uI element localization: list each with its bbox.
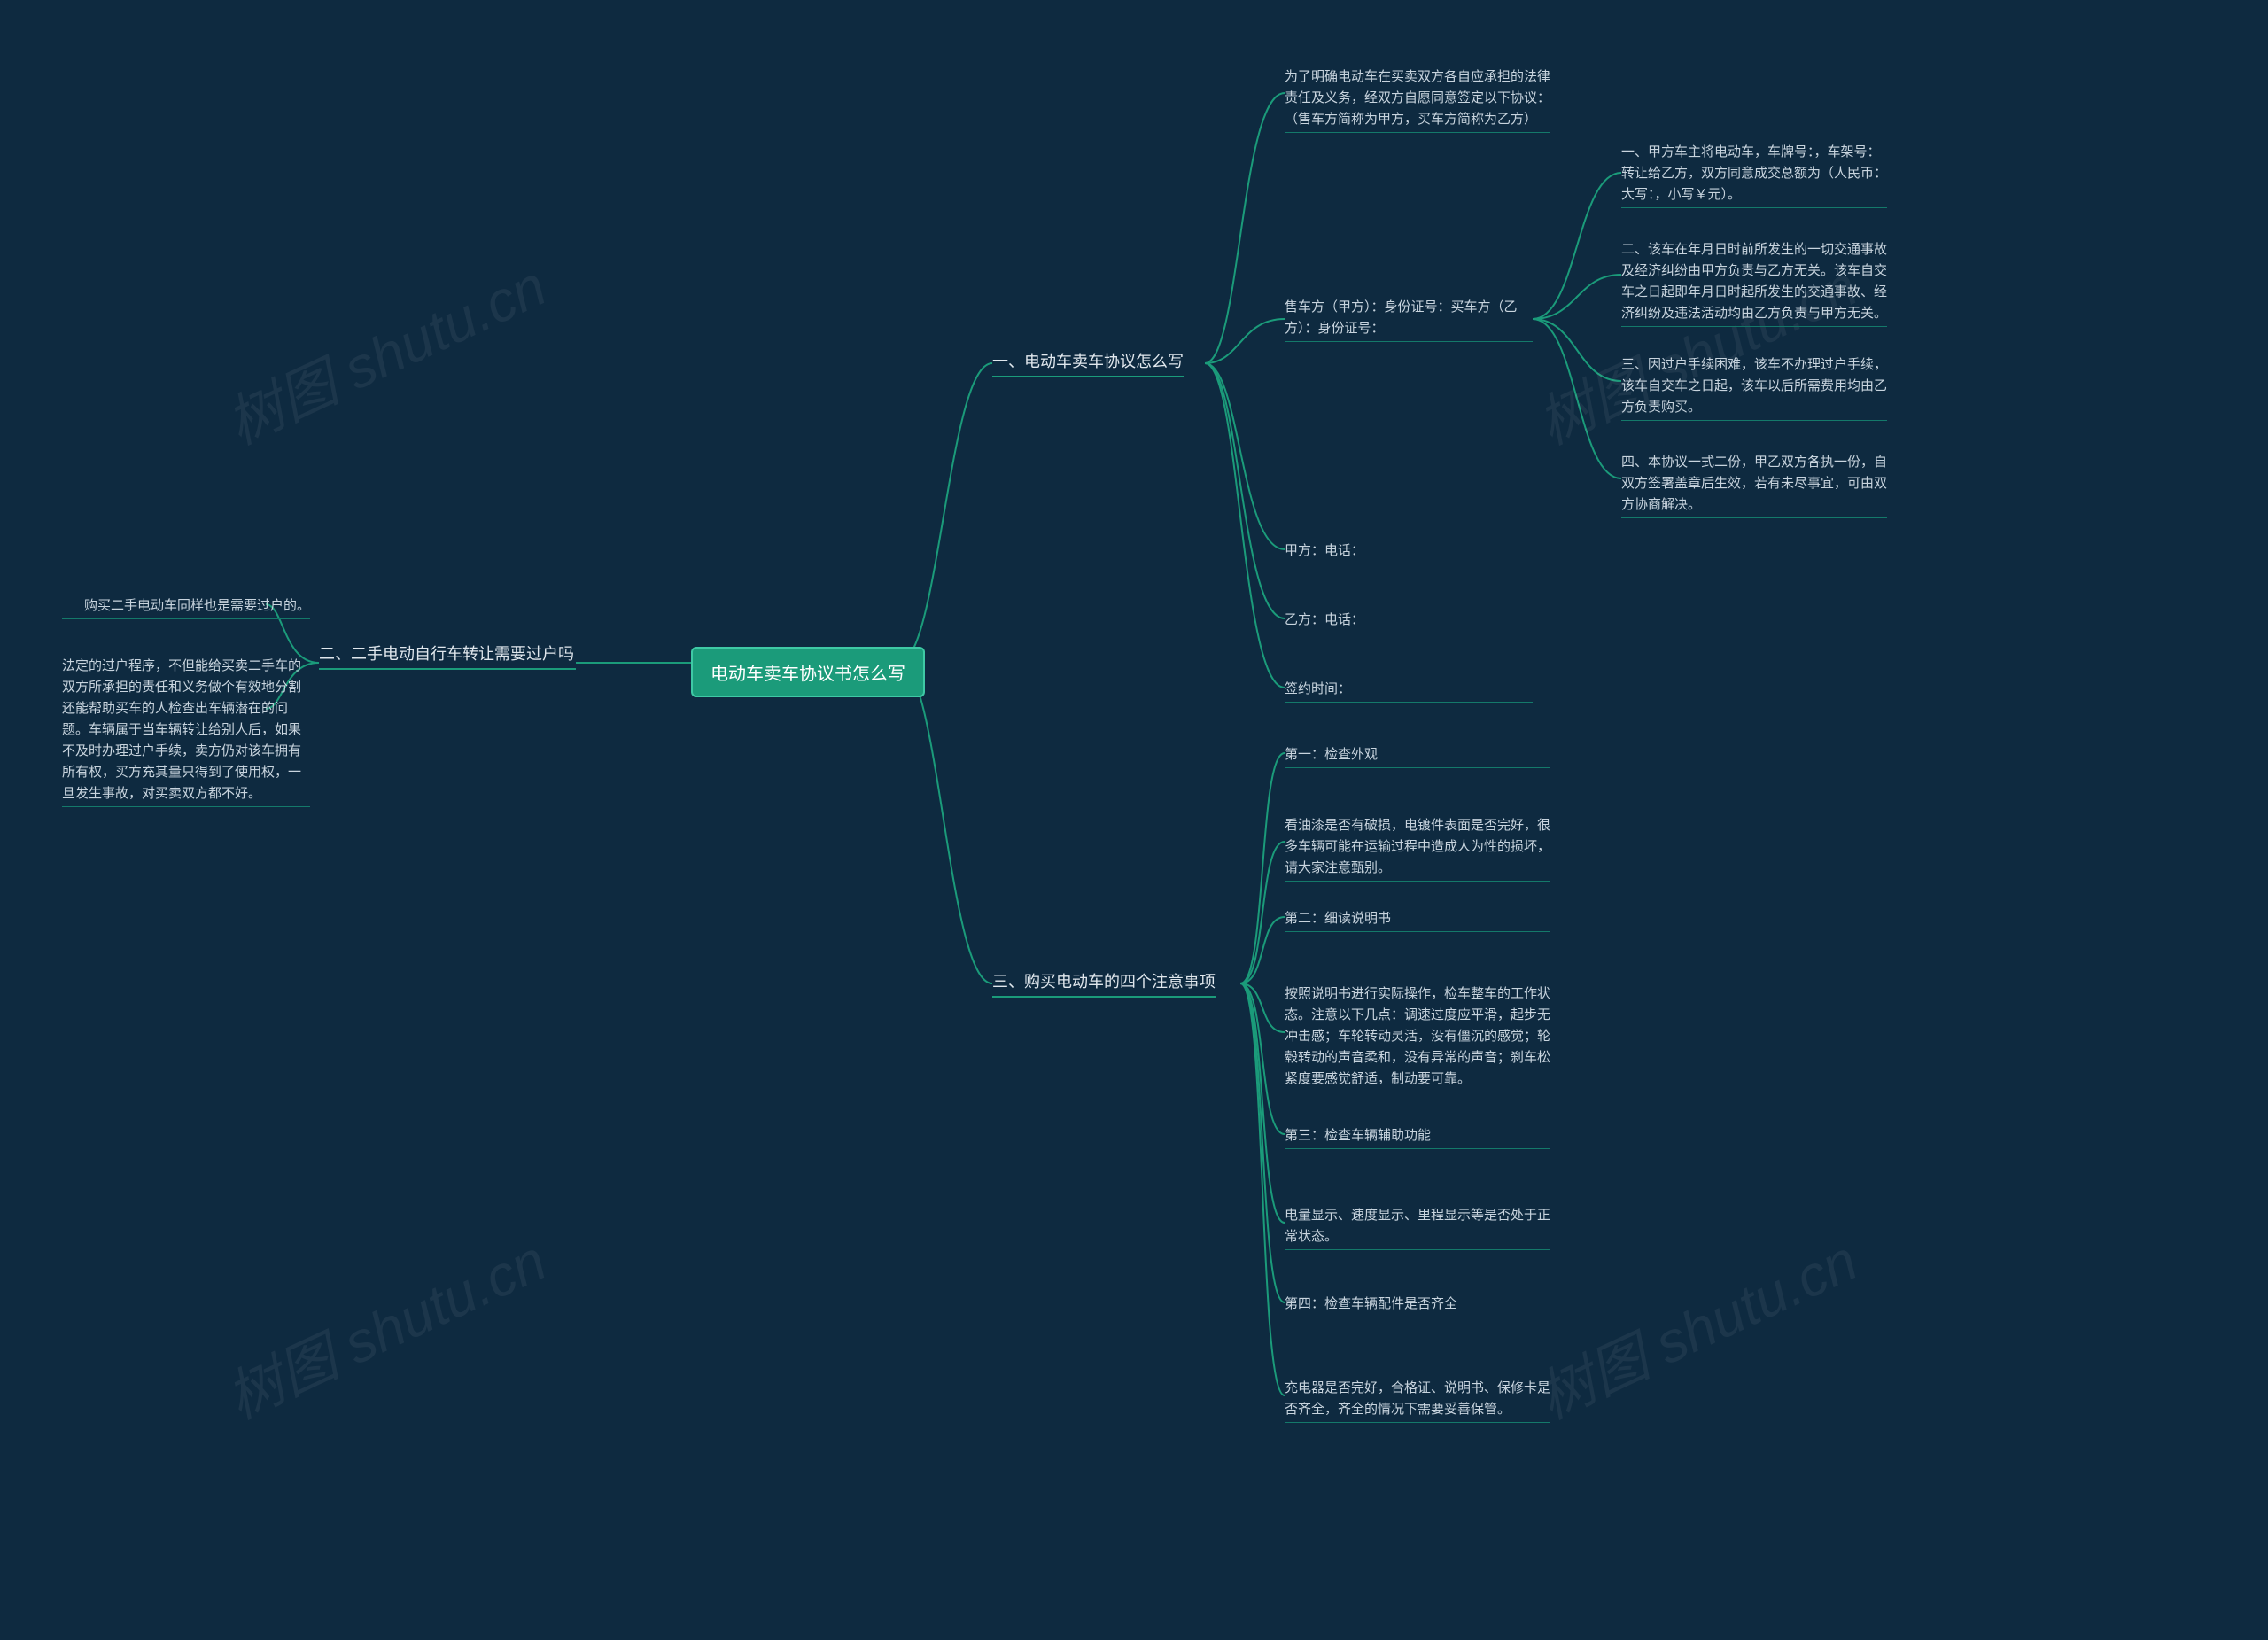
leaf-text: 四、本协议一式二份，甲乙双方各执一份，自双方签署盖章后生效，若有未尽事宜，可由双… <box>1621 455 1887 512</box>
leaf-node[interactable]: 签约时间： <box>1285 679 1533 703</box>
branch-label: 三、购买电动车的四个注意事项 <box>992 973 1216 991</box>
leaf-text: 二、该车在年月日时前所发生的一切交通事故及经济纠纷由甲方负责与乙方无关。该车自交… <box>1621 242 1887 321</box>
root-label: 电动车卖车协议书怎么写 <box>711 665 905 684</box>
leaf-text: 第三：检查车辆辅助功能 <box>1285 1128 1431 1143</box>
leaf-text: 第二：细读说明书 <box>1285 911 1391 926</box>
branch-label: 一、电动车卖车协议怎么写 <box>992 353 1184 370</box>
leaf-text: 看油漆是否有破损，电镀件表面是否完好，很多车辆可能在运输过程中造成人为性的损坏，… <box>1285 818 1550 875</box>
leaf-node[interactable]: 四、本协议一式二份，甲乙双方各执一份，自双方签署盖章后生效，若有未尽事宜，可由双… <box>1621 452 1887 518</box>
leaf-text: 售车方（甲方）：身份证号：买车方（乙方）：身份证号： <box>1285 299 1518 336</box>
watermark: 树图 shutu.cn <box>212 1216 557 1434</box>
branch-node-1[interactable]: 一、电动车卖车协议怎么写 <box>992 349 1184 377</box>
leaf-node[interactable]: 一、甲方车主将电动车，车牌号：，车架号：转让给乙方，双方同意成交总额为（人民币：… <box>1621 142 1887 208</box>
leaf-node[interactable]: 为了明确电动车在买卖双方各自应承担的法律责任及义务，经双方自愿同意签定以下协议：… <box>1285 66 1550 133</box>
leaf-text: 按照说明书进行实际操作，检车整车的工作状态。注意以下几点：调速过度应平滑，起步无… <box>1285 986 1550 1086</box>
leaf-node[interactable]: 第二：细读说明书 <box>1285 908 1550 932</box>
leaf-node[interactable]: 充电器是否完好，合格证、说明书、保修卡是否齐全，齐全的情况下需要妥善保管。 <box>1285 1378 1550 1423</box>
branch-label: 二、二手电动自行车转让需要过户吗 <box>319 645 574 663</box>
connector-layer <box>0 0 2268 1640</box>
mindmap-root[interactable]: 电动车卖车协议书怎么写 <box>691 647 925 697</box>
leaf-node[interactable]: 第一：检查外观 <box>1285 744 1550 768</box>
leaf-text: 为了明确电动车在买卖双方各自应承担的法律责任及义务，经双方自愿同意签定以下协议：… <box>1285 69 1550 127</box>
leaf-node[interactable]: 购买二手电动车同样也是需要过户的。 <box>62 595 310 619</box>
leaf-text: 乙方：电话： <box>1285 612 1364 627</box>
watermark: 树图 shutu.cn <box>1523 1216 1868 1434</box>
leaf-text: 法定的过户程序，不但能给买卖二手车的双方所承担的责任和义务做个有效地分割还能帮助… <box>62 658 301 801</box>
leaf-text: 购买二手电动车同样也是需要过户的。 <box>84 598 310 613</box>
leaf-text: 甲方：电话： <box>1285 543 1364 558</box>
leaf-text: 第四：检查车辆配件是否齐全 <box>1285 1296 1457 1311</box>
leaf-node[interactable]: 三、因过户手续困难，该车不办理过户手续，该车自交车之日起，该车以后所需费用均由乙… <box>1621 354 1887 421</box>
leaf-node[interactable]: 电量显示、速度显示、里程显示等是否处于正常状态。 <box>1285 1205 1550 1250</box>
branch-node-2[interactable]: 二、二手电动自行车转让需要过户吗 <box>319 641 576 670</box>
leaf-node[interactable]: 售车方（甲方）：身份证号：买车方（乙方）：身份证号： <box>1285 297 1533 342</box>
leaf-node[interactable]: 看油漆是否有破损，电镀件表面是否完好，很多车辆可能在运输过程中造成人为性的损坏，… <box>1285 815 1550 882</box>
leaf-node[interactable]: 按照说明书进行实际操作，检车整车的工作状态。注意以下几点：调速过度应平滑，起步无… <box>1285 983 1550 1092</box>
leaf-text: 电量显示、速度显示、里程显示等是否处于正常状态。 <box>1285 1208 1550 1244</box>
leaf-node[interactable]: 甲方：电话： <box>1285 540 1533 564</box>
leaf-text: 第一：检查外观 <box>1285 747 1378 762</box>
leaf-node[interactable]: 第四：检查车辆配件是否齐全 <box>1285 1294 1550 1317</box>
watermark: 树图 shutu.cn <box>212 241 557 460</box>
leaf-text: 三、因过户手续困难，该车不办理过户手续，该车自交车之日起，该车以后所需费用均由乙… <box>1621 357 1887 415</box>
branch-node-3[interactable]: 三、购买电动车的四个注意事项 <box>992 969 1216 998</box>
leaf-node[interactable]: 乙方：电话： <box>1285 610 1533 633</box>
leaf-node[interactable]: 二、该车在年月日时前所发生的一切交通事故及经济纠纷由甲方负责与乙方无关。该车自交… <box>1621 239 1887 327</box>
leaf-text: 一、甲方车主将电动车，车牌号：，车架号：转让给乙方，双方同意成交总额为（人民币：… <box>1621 144 1887 202</box>
leaf-text: 签约时间： <box>1285 681 1351 696</box>
leaf-node[interactable]: 法定的过户程序，不但能给买卖二手车的双方所承担的责任和义务做个有效地分割还能帮助… <box>62 656 310 807</box>
leaf-text: 充电器是否完好，合格证、说明书、保修卡是否齐全，齐全的情况下需要妥善保管。 <box>1285 1380 1550 1417</box>
leaf-node[interactable]: 第三：检查车辆辅助功能 <box>1285 1125 1550 1149</box>
